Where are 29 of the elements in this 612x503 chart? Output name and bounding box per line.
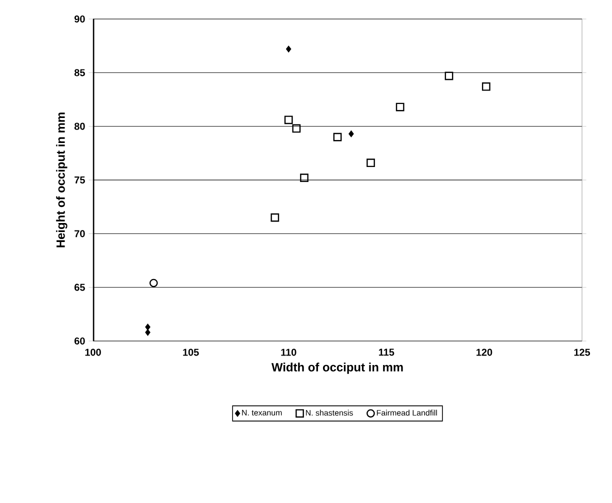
point bbox=[366, 158, 375, 168]
point bbox=[292, 124, 301, 133]
y-axis-title: Height of occiput in mm bbox=[56, 112, 68, 248]
point bbox=[270, 213, 280, 222]
y-tick-label: 70 bbox=[74, 230, 85, 238]
point bbox=[444, 72, 454, 80]
x-tick-label: 120 bbox=[476, 348, 492, 356]
x-tick-label: 100 bbox=[85, 348, 101, 356]
x-tick-label: 115 bbox=[378, 348, 394, 356]
point bbox=[348, 130, 354, 138]
y-tick-label: 80 bbox=[74, 122, 85, 130]
point bbox=[286, 46, 292, 52]
point bbox=[145, 329, 150, 336]
x-axis-title: Width of occiput in mm bbox=[271, 362, 403, 374]
x-tick-label: 110 bbox=[281, 348, 296, 356]
point bbox=[284, 116, 293, 124]
y-tick-label: 90 bbox=[74, 15, 85, 23]
point bbox=[149, 278, 158, 288]
y-tick-label: 60 bbox=[74, 337, 85, 345]
y-tick-label: 65 bbox=[74, 284, 85, 291]
x-tick-label: 125 bbox=[574, 348, 590, 356]
y-tick-label: 85 bbox=[74, 69, 85, 76]
y-tick-label: 75 bbox=[74, 176, 85, 184]
point bbox=[145, 324, 150, 330]
point bbox=[482, 82, 490, 91]
point bbox=[396, 102, 404, 112]
x-tick-label: 105 bbox=[183, 348, 199, 356]
point bbox=[333, 132, 342, 142]
point bbox=[300, 174, 308, 182]
